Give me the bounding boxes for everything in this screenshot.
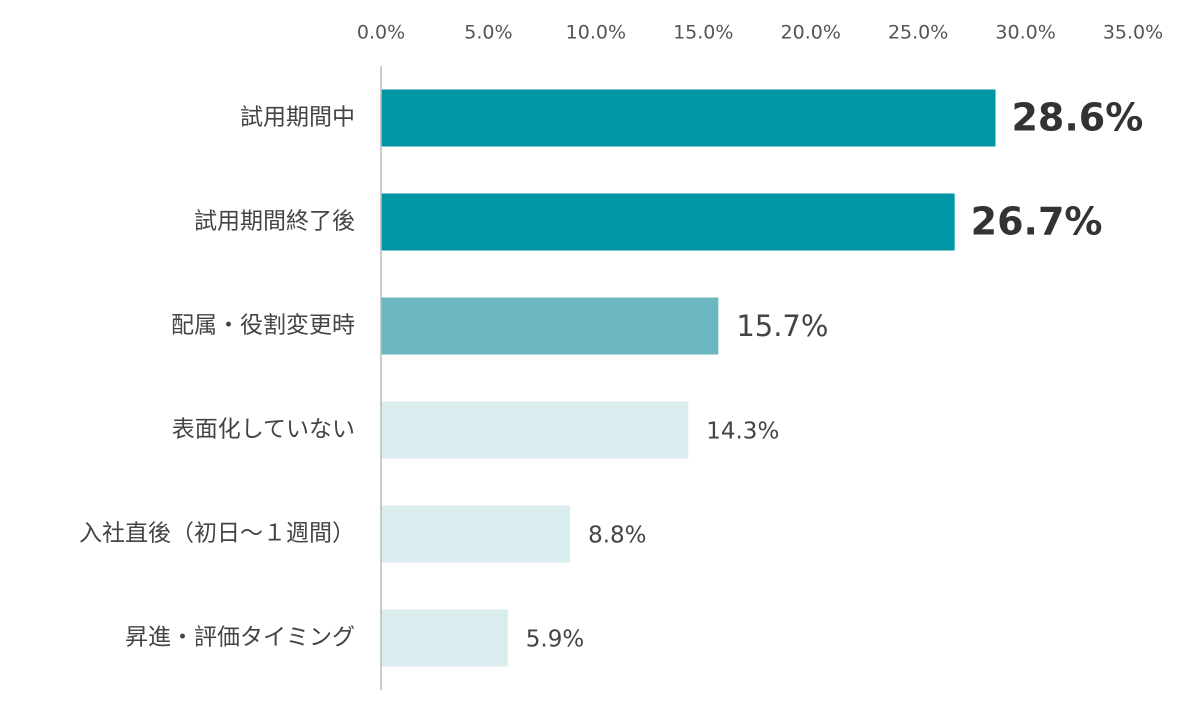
bar	[381, 609, 508, 667]
x-tick-label: 0.0%	[357, 22, 405, 44]
y-tick-label: 昇進・評価タイミング	[125, 625, 355, 651]
value-label: 15.7%	[736, 309, 828, 343]
x-tick-label: 20.0%	[781, 22, 841, 44]
bar	[381, 505, 571, 563]
value-label: 28.6%	[1011, 96, 1143, 140]
x-tick-label: 35.0%	[1103, 22, 1163, 44]
x-tick-label: 10.0%	[566, 22, 626, 44]
y-tick-label: 表面化していない	[172, 417, 355, 443]
value-label: 26.7%	[971, 200, 1103, 244]
bar	[381, 89, 996, 147]
x-tick-label: 30.0%	[995, 22, 1055, 44]
y-tick-label: 試用期間中	[240, 105, 355, 131]
x-tick-label: 5.0%	[464, 22, 512, 44]
value-label: 5.9%	[526, 627, 584, 653]
bar	[381, 297, 719, 355]
y-tick-label: 試用期間終了後	[194, 209, 355, 235]
x-tick-label: 25.0%	[888, 22, 948, 44]
x-tick-label: 15.0%	[673, 22, 733, 44]
bar	[381, 193, 955, 251]
value-label: 8.8%	[588, 523, 646, 549]
y-tick-label: 配属・役割変更時	[171, 313, 355, 339]
bar	[381, 401, 689, 459]
value-label: 14.3%	[706, 419, 779, 445]
y-tick-label: 入社直後（初日〜１週間）	[79, 521, 355, 547]
